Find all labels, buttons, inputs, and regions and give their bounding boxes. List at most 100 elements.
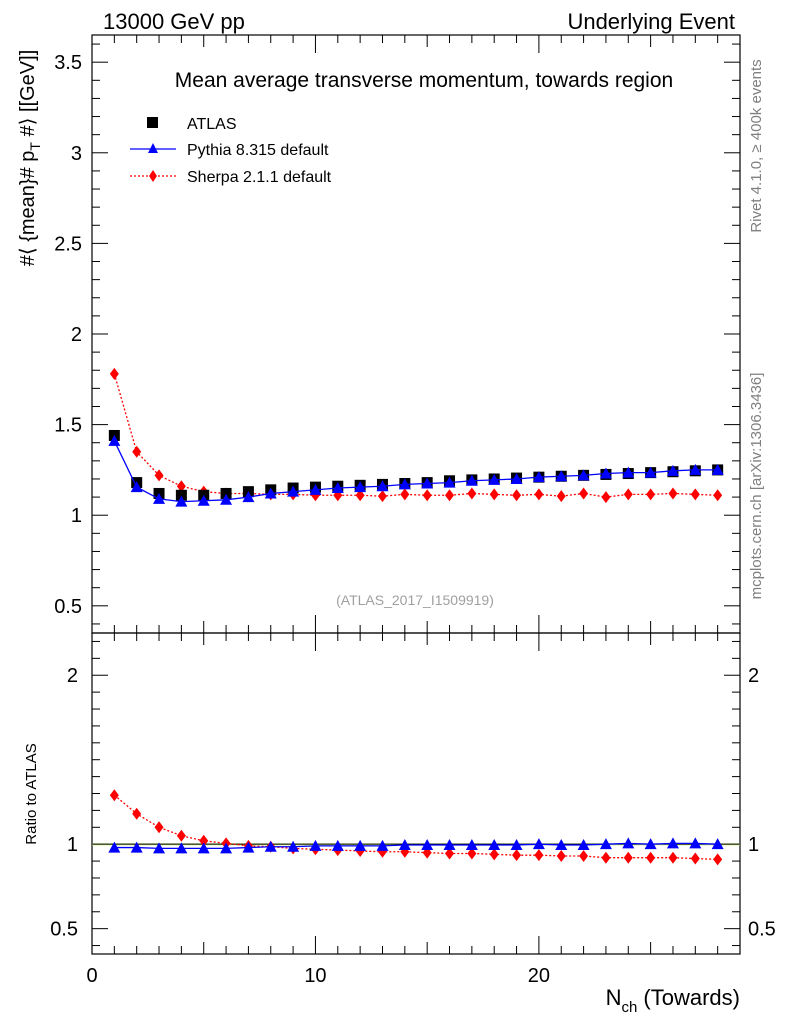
pythia-point: [331, 482, 344, 494]
ratio-y-tick-label-right: 2: [748, 665, 759, 687]
sherpa-ratio-point: [489, 848, 499, 861]
sherpa-point: [355, 489, 365, 502]
pythia-ratio-point: [689, 837, 702, 849]
pythia-ratio-point: [599, 838, 612, 850]
pythia-ratio-point: [622, 837, 635, 849]
pythia-ratio-point: [264, 840, 277, 852]
pythia-point: [108, 434, 121, 446]
legend: ATLAS Pythia 8.315 default Sherpa 2.1.1 …: [130, 116, 332, 186]
y-tick-label: 3.5: [54, 52, 82, 74]
pythia-ratio-point: [644, 838, 657, 850]
pythia-ratio-point: [532, 838, 545, 850]
ratio-axis-ticks: 0 10 20 0.5 0.5 1 1 2 2: [50, 633, 776, 987]
pythia-point: [711, 463, 724, 475]
mcplots-reference-label: mcplots.cern.ch [arXiv:1306.3436]: [748, 373, 765, 600]
pythia-point: [309, 483, 322, 495]
x-tick-label: 20: [528, 965, 550, 987]
pythia-point: [644, 466, 657, 478]
sherpa-point: [690, 488, 700, 501]
legend-sherpa-marker: [149, 170, 157, 182]
pythia-point: [488, 473, 501, 485]
ratio-panel-frame: [91, 632, 741, 955]
pythia-point: [130, 481, 143, 493]
sherpa-point: [668, 487, 678, 500]
sherpa-point: [713, 489, 723, 502]
pythia-ratio-point: [398, 839, 411, 851]
y-tick-label: 2.5: [54, 233, 82, 255]
sherpa-point: [467, 487, 477, 500]
sherpa-ratio-point: [668, 851, 678, 864]
pythia-ratio-point: [287, 840, 300, 852]
sherpa-point: [377, 490, 387, 503]
pythia-series-line: [113, 440, 718, 503]
pythia-ratio-point: [376, 839, 389, 851]
sherpa-point: [556, 490, 566, 503]
sherpa-ratio-point: [713, 853, 723, 866]
sherpa-point: [623, 488, 633, 501]
header-energy-label: 13000 GeV pp: [103, 9, 245, 34]
x-tick-label: 0: [86, 965, 97, 987]
sherpa-point: [422, 489, 432, 502]
pythia-ratio-point: [220, 842, 233, 854]
pythia-point: [689, 463, 702, 475]
legend-pythia-marker: [148, 143, 158, 153]
sherpa-point: [445, 489, 455, 502]
pythia-ratio-point: [309, 839, 322, 851]
chart-title: Mean average transverse momentum, toward…: [175, 69, 673, 92]
sherpa-point: [646, 488, 656, 501]
pythia-ratio-point: [130, 841, 143, 853]
sherpa-point: [534, 488, 544, 501]
pythia-ratio-point: [488, 839, 501, 851]
sherpa-ratio-point: [623, 851, 633, 864]
sherpa-ratio-point: [512, 849, 522, 862]
sherpa-point: [512, 489, 522, 502]
pythia-point: [465, 474, 478, 486]
sherpa-point: [132, 445, 142, 458]
pythia-ratio-point: [197, 842, 210, 854]
pythia-ratio-point: [443, 839, 456, 851]
ratio-y-tick-label-right: 0.5: [748, 919, 776, 941]
pythia-point: [577, 469, 590, 481]
pythia-ratio-point: [555, 839, 568, 851]
pythia-point: [622, 466, 635, 478]
sherpa-ratio-point: [154, 821, 164, 834]
main-axis-ticks: 0.5 1 1.5 2 2.5 3 3.5: [54, 35, 741, 633]
sherpa-point: [109, 367, 119, 380]
pythia-ratio-point: [175, 842, 188, 854]
sherpa-ratio-point: [646, 851, 656, 864]
legend-atlas-marker: [147, 117, 158, 128]
pythia-point: [220, 493, 233, 505]
sherpa-ratio-point: [601, 851, 611, 864]
sherpa-ratio-point: [176, 829, 186, 842]
ratio-y-tick-label-left: 0.5: [50, 919, 78, 941]
pythia-ratio-point: [577, 839, 590, 851]
pythia-point: [443, 476, 456, 488]
pythia-ratio-point: [465, 839, 478, 851]
x-tick-label: 10: [304, 965, 326, 987]
pythia-point: [599, 467, 612, 479]
x-axis-label: Nch (Towards): [606, 985, 740, 1016]
sherpa-point: [176, 480, 186, 493]
sherpa-series-line: [113, 373, 718, 498]
pythia-point: [555, 470, 568, 482]
pythia-ratio-point: [666, 837, 679, 849]
pythia-point: [510, 472, 523, 484]
atlas-point: [175, 489, 187, 501]
pythia-ratio-point: [331, 839, 344, 851]
legend-sherpa-label: Sherpa 2.1.1 default: [187, 169, 332, 186]
pythia-ratio-point: [421, 839, 434, 851]
sherpa-ratio-point: [556, 850, 566, 863]
pythia-ratio-point: [242, 841, 255, 853]
sherpa-point: [154, 469, 164, 482]
analysis-tag: (ATLAS_2017_I1509919): [336, 592, 494, 608]
sherpa-point: [400, 488, 410, 501]
sherpa-ratio-line: [113, 794, 718, 861]
y-tick-label: 0.5: [54, 596, 82, 618]
pythia-ratio-point: [153, 842, 166, 854]
sherpa-point: [601, 491, 611, 504]
pythia-point: [398, 478, 411, 490]
ratio-y-tick-label-right: 1: [748, 834, 759, 856]
pythia-point: [197, 494, 210, 506]
pythia-point: [421, 477, 434, 489]
pythia-ratio-point: [510, 839, 523, 851]
